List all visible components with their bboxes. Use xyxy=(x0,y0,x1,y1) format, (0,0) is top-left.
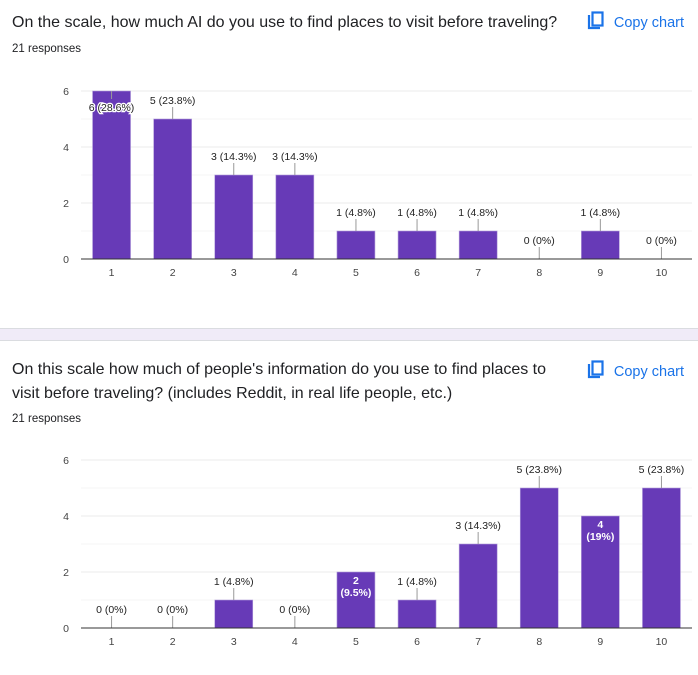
copy-chart-button[interactable]: Copy chart xyxy=(586,360,684,384)
x-tick-label: 2 xyxy=(170,636,176,648)
bar xyxy=(458,543,498,629)
data-label: (19%) xyxy=(586,531,614,543)
x-tick-label: 3 xyxy=(231,636,237,648)
data-label: 5 (23.8%) xyxy=(150,95,196,107)
bar xyxy=(642,487,681,629)
y-tick-label: 0 xyxy=(63,623,69,635)
bar xyxy=(275,174,315,260)
x-tick-label: 8 xyxy=(536,267,542,279)
copy-icon xyxy=(586,11,606,35)
bar xyxy=(336,230,376,260)
copy-icon xyxy=(586,360,606,384)
bar xyxy=(92,90,131,260)
x-tick-label: 4 xyxy=(292,267,298,279)
x-tick-label: 10 xyxy=(656,636,668,648)
question-title: On the scale, how much AI do you use to … xyxy=(12,14,558,31)
x-tick-label: 9 xyxy=(597,267,603,279)
data-label: 0 (0%) xyxy=(524,235,555,247)
bar xyxy=(397,230,437,260)
y-tick-label: 6 xyxy=(63,455,69,467)
x-tick-label: 9 xyxy=(597,636,603,648)
section-separator xyxy=(0,328,698,341)
data-label: 2 xyxy=(353,575,359,587)
x-tick-label: 6 xyxy=(414,636,420,648)
x-tick-label: 6 xyxy=(414,267,420,279)
data-label: 1 (4.8%) xyxy=(214,576,254,588)
response-count: 21 responses xyxy=(12,413,82,425)
y-tick-label: 0 xyxy=(63,254,69,266)
x-tick-label: 7 xyxy=(475,267,481,279)
data-label: 0 (0%) xyxy=(279,604,310,616)
bar xyxy=(458,230,498,260)
copy-chart-label: Copy chart xyxy=(613,15,684,31)
question-title: On this scale how much of people's infor… xyxy=(12,361,547,402)
x-tick-label: 7 xyxy=(475,636,481,648)
bar xyxy=(153,118,192,260)
x-tick-label: 1 xyxy=(109,636,115,648)
x-tick-label: 5 xyxy=(353,267,359,279)
copy-chart-button[interactable]: Copy chart xyxy=(586,11,684,35)
data-label: 6 (28.6%) xyxy=(89,102,135,114)
y-tick-label: 6 xyxy=(63,86,69,98)
y-tick-label: 4 xyxy=(63,511,69,523)
x-tick-label: 8 xyxy=(536,636,542,648)
bar xyxy=(214,599,254,629)
data-label: 5 (23.8%) xyxy=(516,464,562,476)
data-label: 1 (4.8%) xyxy=(336,207,376,219)
data-label: 0 (0%) xyxy=(646,235,677,247)
y-tick-label: 4 xyxy=(63,142,69,154)
data-label: 3 (14.3%) xyxy=(272,151,318,163)
x-tick-label: 1 xyxy=(109,267,115,279)
data-label: 1 (4.8%) xyxy=(581,207,621,219)
data-label: 0 (0%) xyxy=(157,604,188,616)
question-card-people: On this scale how much of people's infor… xyxy=(0,341,698,675)
bar xyxy=(336,571,376,629)
data-label: 1 (4.8%) xyxy=(397,576,437,588)
data-label: 4 xyxy=(597,519,603,531)
data-label: 0 (0%) xyxy=(96,604,127,616)
x-tick-label: 4 xyxy=(292,636,298,648)
bar xyxy=(581,230,620,260)
bar xyxy=(519,487,559,629)
data-label: 3 (14.3%) xyxy=(455,520,501,532)
bar xyxy=(214,174,254,260)
data-label: 3 (14.3%) xyxy=(211,151,257,163)
y-tick-label: 2 xyxy=(63,567,69,579)
bar xyxy=(397,599,437,629)
x-tick-label: 5 xyxy=(353,636,359,648)
copy-chart-label: Copy chart xyxy=(613,364,684,380)
data-label: (9.5%) xyxy=(340,587,371,599)
question-card-ai: On the scale, how much AI do you use to … xyxy=(0,0,698,328)
response-count: 21 responses xyxy=(12,43,82,55)
y-tick-label: 2 xyxy=(63,198,69,210)
data-label: 1 (4.8%) xyxy=(458,207,498,219)
x-tick-label: 10 xyxy=(656,267,668,279)
x-tick-label: 3 xyxy=(231,267,237,279)
bar-chart: 0 2 4 6 6 (28.6%) 1 5 (23.8%) 2 3 (14.3%) 3 3 (14.… xyxy=(63,86,692,279)
x-tick-label: 2 xyxy=(170,267,176,279)
data-label: 1 (4.8%) xyxy=(397,207,437,219)
data-label: 5 (23.8%) xyxy=(639,464,685,476)
bar xyxy=(581,515,620,629)
